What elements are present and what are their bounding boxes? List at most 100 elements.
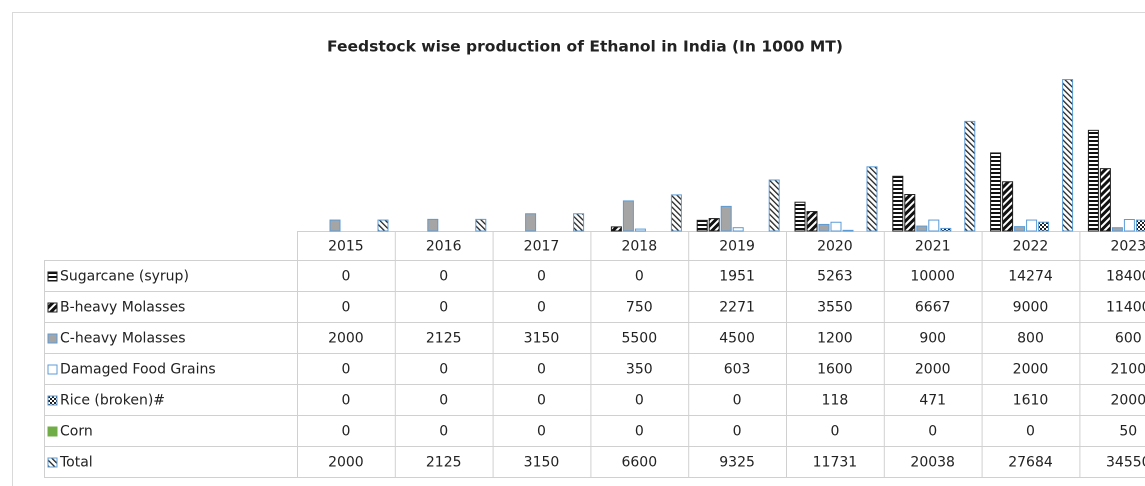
- bar: [830, 221, 842, 232]
- table-value: 0: [537, 269, 546, 285]
- table-value: 2125: [426, 455, 462, 471]
- bar: [794, 201, 806, 232]
- table-value: 0: [1026, 424, 1035, 440]
- bar: [928, 219, 940, 232]
- table-value: 5500: [621, 331, 657, 347]
- bar: [708, 218, 720, 232]
- table-value: 0: [439, 393, 448, 409]
- table-value: 2271: [719, 300, 755, 316]
- table-value: 10000: [910, 269, 955, 285]
- table-value: 2000: [328, 331, 364, 347]
- category-label: 2016: [426, 239, 462, 255]
- table-value: 0: [439, 424, 448, 440]
- bar: [1038, 221, 1050, 232]
- bar: [768, 179, 780, 232]
- chart-border: [12, 12, 1145, 486]
- table-value: 0: [830, 424, 839, 440]
- table-value: 1200: [817, 331, 853, 347]
- category-label: 2018: [621, 239, 657, 255]
- table-value: 0: [341, 300, 350, 316]
- bar: [696, 219, 708, 232]
- category-label: 2017: [524, 239, 560, 255]
- legend-label: Rice (broken)#: [60, 393, 165, 409]
- bar: [940, 227, 952, 232]
- bar: [1135, 219, 1145, 232]
- bar: [1002, 181, 1014, 232]
- legend-key: [47, 457, 58, 468]
- table-value: 900: [919, 331, 946, 347]
- table-value: 5263: [817, 269, 853, 285]
- legend-label: Corn: [60, 424, 93, 440]
- table-value: 0: [439, 362, 448, 378]
- table-value: 3150: [524, 455, 560, 471]
- table-value: 0: [635, 393, 644, 409]
- legend-label: B-heavy Molasses: [60, 300, 185, 316]
- bar: [427, 218, 439, 232]
- legend-key: [47, 395, 58, 406]
- bar: [610, 226, 622, 232]
- table-value: 14274: [1008, 269, 1053, 285]
- bar: [525, 213, 537, 232]
- bar: [990, 152, 1002, 232]
- bar: [573, 213, 585, 232]
- table-value: 4500: [719, 331, 755, 347]
- bar: [818, 223, 830, 232]
- bar: [1026, 219, 1038, 232]
- table-value: 471: [919, 393, 946, 409]
- bar: [1014, 226, 1026, 232]
- category-label: 2023: [1110, 239, 1145, 255]
- table-value: 18400: [1106, 269, 1145, 285]
- table-value: 800: [1017, 331, 1044, 347]
- table-value: 6667: [915, 300, 951, 316]
- bar: [892, 175, 904, 232]
- table-value: 2125: [426, 331, 462, 347]
- table-value: 0: [537, 362, 546, 378]
- table-value: 0: [537, 300, 546, 316]
- table-value: 2000: [1110, 393, 1145, 409]
- legend-key: [47, 333, 58, 344]
- table-value: 118: [822, 393, 849, 409]
- table-value: 1951: [719, 269, 755, 285]
- bar: [916, 225, 928, 232]
- table-value: 0: [733, 393, 742, 409]
- bar: [1062, 79, 1074, 232]
- legend-label: C-heavy Molasses: [60, 331, 186, 347]
- table-value: 1610: [1013, 393, 1049, 409]
- table-value: 0: [341, 362, 350, 378]
- table-value: 0: [341, 393, 350, 409]
- category-label: 2019: [719, 239, 755, 255]
- table-value: 11731: [813, 455, 858, 471]
- table-value: 34550: [1106, 455, 1145, 471]
- table-value: 0: [635, 269, 644, 285]
- bar: [377, 219, 389, 232]
- table-value: 2000: [915, 362, 951, 378]
- bar: [806, 211, 818, 232]
- bar: [1123, 219, 1135, 232]
- legend-key: [47, 271, 58, 282]
- bar: [964, 120, 976, 232]
- legend-key: [47, 364, 58, 375]
- bar: [732, 227, 744, 232]
- table-value: 0: [439, 300, 448, 316]
- bar: [329, 219, 341, 232]
- legend-key: [47, 302, 58, 313]
- bar: [634, 228, 646, 232]
- table-value: 11400: [1106, 300, 1145, 316]
- table-value: 0: [341, 269, 350, 285]
- table-value: 9000: [1013, 300, 1049, 316]
- bar: [866, 166, 878, 232]
- table-value: 0: [537, 393, 546, 409]
- table-value: 50: [1119, 424, 1137, 440]
- chart-title: Feedstock wise production of Ethanol in …: [327, 38, 843, 56]
- category-label: 2022: [1013, 239, 1049, 255]
- table-value: 750: [626, 300, 653, 316]
- table-value: 0: [928, 424, 937, 440]
- table-value: 3150: [524, 331, 560, 347]
- legend-label: Damaged Food Grains: [60, 362, 216, 378]
- category-label: 2021: [915, 239, 951, 255]
- table-value: 1600: [817, 362, 853, 378]
- bar: [1087, 129, 1099, 232]
- legend-label: Sugarcane (syrup): [60, 269, 189, 285]
